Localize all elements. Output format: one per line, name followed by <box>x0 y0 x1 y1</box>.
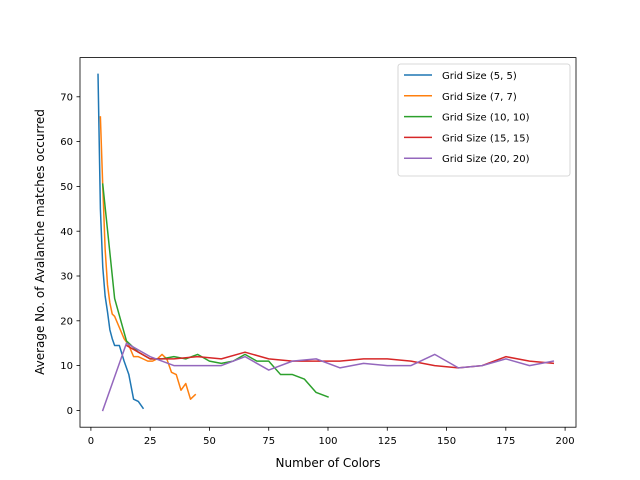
x-tick-label: 200 <box>556 436 575 447</box>
y-tick-label: 30 <box>60 272 73 283</box>
x-tick-label: 75 <box>262 436 275 447</box>
series-line-1 <box>97 73 145 410</box>
y-axis-label: Average No. of Avalanche matches occurre… <box>33 109 47 375</box>
axes-layer: 0 25 50 75 100 125 150 175 200 0 10 20 30 40 50 60 70 <box>60 57 577 447</box>
y-tick-label: 60 <box>60 137 73 148</box>
y-tick-label: 40 <box>60 227 73 238</box>
series-layer <box>97 73 555 412</box>
x-axis-label: Number of Colors <box>276 456 381 470</box>
y-tick-label: 0 <box>67 406 73 417</box>
legend-entry-label: Grid Size (10, 10) <box>442 113 530 124</box>
x-tick-label: 0 <box>88 436 94 447</box>
legend-entry-label: Grid Size (5, 5) <box>442 71 517 82</box>
x-tick-label: 50 <box>203 436 216 447</box>
legend-entry-label: Grid Size (15, 15) <box>442 133 530 144</box>
x-tick-label: 25 <box>144 436 157 447</box>
legend: Grid Size (5, 5) Grid Size (7, 7) Grid Siz… <box>397 63 571 177</box>
series-line-2 <box>99 116 197 400</box>
x-tick-label: 125 <box>378 436 397 447</box>
legend-entry-label: Grid Size (20, 20) <box>442 154 530 165</box>
y-tick-label: 10 <box>60 361 73 372</box>
x-tick-label: 100 <box>318 436 337 447</box>
x-tick-label: 175 <box>496 436 515 447</box>
y-tick-label: 70 <box>60 92 73 103</box>
y-tick-label: 20 <box>60 316 73 327</box>
series-line-5 <box>101 342 555 412</box>
legend-box <box>397 63 571 177</box>
x-tick-label: 150 <box>437 436 456 447</box>
y-tick-label: 50 <box>60 182 73 193</box>
legend-entry-label: Grid Size (7, 7) <box>442 92 517 103</box>
